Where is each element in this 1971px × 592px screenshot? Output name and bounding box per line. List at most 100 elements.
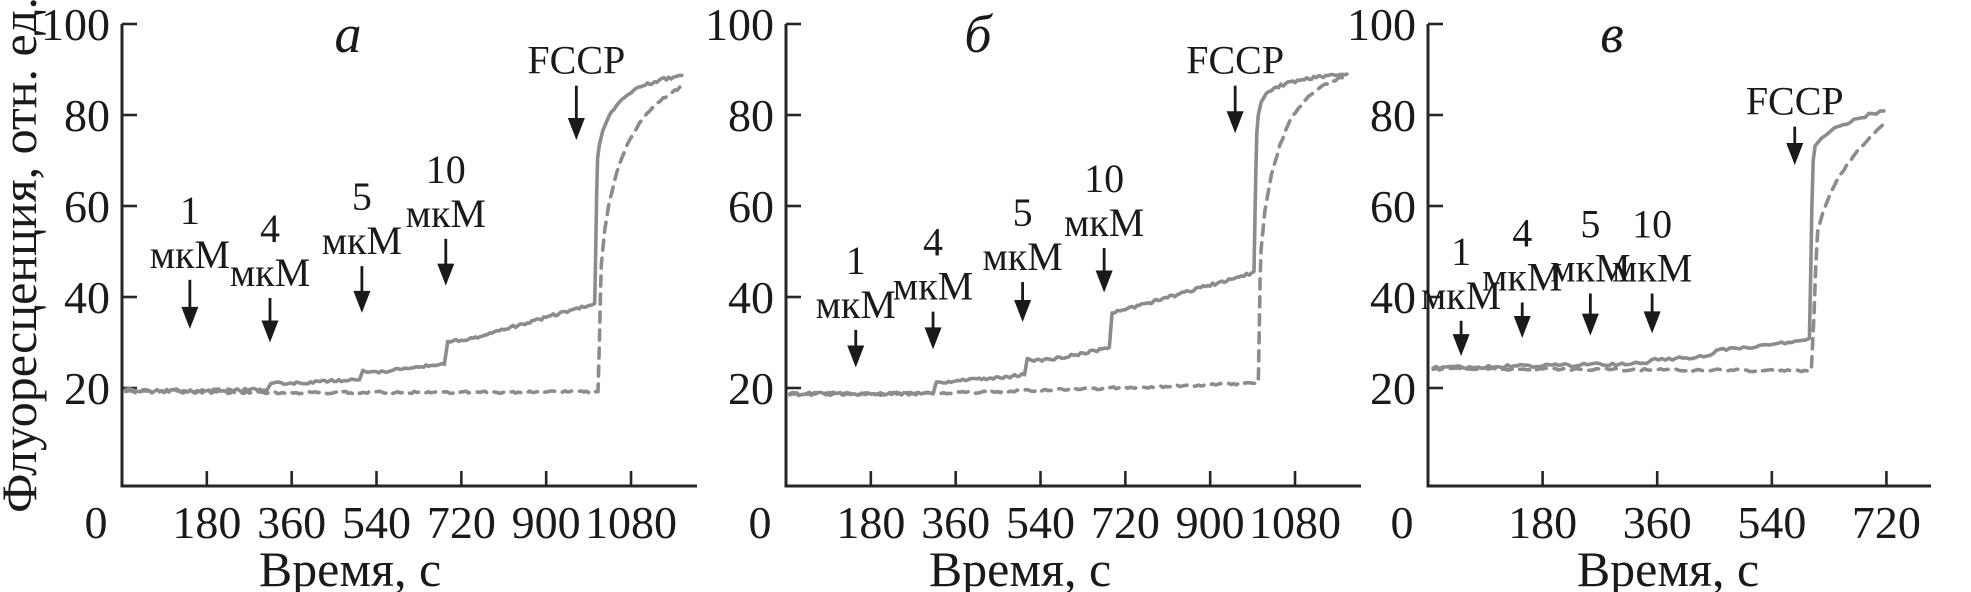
- y-tick-label: 40: [728, 272, 774, 323]
- x-tick-label: 0: [749, 497, 772, 548]
- annotation-label: мкМ: [230, 250, 310, 295]
- arrow-head-icon: [1014, 300, 1032, 323]
- y-tick-label: 20: [1370, 363, 1416, 414]
- panel-letter: а: [335, 4, 362, 64]
- y-tick-label: 100: [705, 0, 774, 50]
- arrow-head-icon: [261, 320, 279, 343]
- x-tick-label: 0: [85, 497, 108, 548]
- x-tick-label: 720: [1852, 497, 1921, 548]
- y-tick-label: 80: [728, 90, 774, 141]
- annotation-label: 1: [180, 188, 200, 233]
- arrow-head-icon: [1786, 143, 1804, 166]
- x-tick-label: 360: [921, 497, 990, 548]
- y-tick-label: 60: [64, 181, 110, 232]
- solid-trace: [124, 73, 684, 395]
- annotation-label: мкМ: [816, 282, 896, 327]
- panel-letter: б: [964, 4, 993, 64]
- arrow-head-icon: [181, 306, 199, 329]
- x-tick-label: 180: [172, 497, 241, 548]
- arrow-head-icon: [1513, 315, 1531, 338]
- arrow-head-icon: [924, 327, 942, 350]
- arrow-head-icon: [1581, 313, 1599, 336]
- annotation-label: 5: [1580, 201, 1600, 246]
- x-tick-label: 1080: [1249, 497, 1341, 548]
- y-axis-title: Флуоресценция, отн. ед.: [0, 0, 47, 513]
- y-tick-label: 40: [1370, 272, 1416, 323]
- solid-trace: [788, 72, 1349, 397]
- y-tick-group: 20 40 60 80 100: [41, 0, 137, 414]
- x-tick-label: 540: [1006, 497, 1075, 548]
- annotation-label: 1: [846, 238, 866, 283]
- y-tick-label: 60: [1370, 181, 1416, 232]
- y-tick-label: 100: [41, 0, 110, 50]
- annotation-label: мкМ: [1482, 255, 1562, 300]
- x-tick-label: 900: [512, 497, 581, 548]
- panel-a: 0 180 360 540 720 900 1080 20 40 60 80 100 а Время, с…: [41, 0, 697, 592]
- x-tick-label: 180: [836, 497, 905, 548]
- x-tick-label: 180: [1508, 497, 1577, 548]
- annotation-label: мкМ: [1421, 273, 1501, 318]
- arrow-head-icon: [1452, 334, 1470, 357]
- annotation-label: 4: [260, 206, 280, 251]
- annotation-label: FCCP: [1746, 79, 1844, 124]
- annotation-label: мкМ: [1612, 245, 1692, 290]
- annotation-label: мкМ: [1550, 245, 1630, 290]
- annotation-label: 10: [426, 147, 466, 192]
- x-tick-label: 720: [427, 497, 496, 548]
- annotation-label: мкМ: [150, 232, 230, 277]
- annotation-label: 10: [1084, 156, 1124, 201]
- annotation-label: 5: [352, 174, 372, 219]
- annotation-label: FCCP: [527, 38, 625, 83]
- x-tick-label: 540: [342, 497, 411, 548]
- y-tick-label: 100: [1347, 0, 1416, 50]
- annotation-label: 4: [1512, 211, 1532, 256]
- annotation-label: мкМ: [893, 264, 973, 309]
- x-tick-group: 0 180 360 540 720: [1391, 471, 1921, 548]
- arrow-head-icon: [1226, 111, 1244, 134]
- annotation-label: мкМ: [322, 218, 402, 263]
- x-tick-label: 360: [257, 497, 326, 548]
- solid-trace: [1431, 109, 1886, 371]
- annotation-label: FCCP: [1186, 38, 1284, 83]
- x-axis-title: Время, с: [929, 541, 1111, 592]
- annotation-label: мкМ: [982, 234, 1062, 279]
- annotation-fccp: FCCP: [527, 38, 625, 141]
- x-tick-label: 0: [1391, 497, 1414, 548]
- x-tick-label: 540: [1737, 497, 1806, 548]
- y-tick-label: 60: [728, 181, 774, 232]
- annotation-label: мкМ: [1064, 200, 1144, 245]
- x-axis-title: Время, с: [259, 541, 441, 592]
- dashed-trace: [1431, 120, 1887, 374]
- annotation-label: 4: [923, 220, 943, 265]
- arrow-head-icon: [847, 345, 865, 368]
- panel-b: 0 180 360 540 720 900 1080 20 40 60 80 100 б Время, с…: [705, 0, 1361, 592]
- y-tick-group: 20 40 60 80 100: [1347, 0, 1443, 414]
- y-tick-label: 20: [64, 363, 110, 414]
- panel-letter: в: [1600, 4, 1623, 64]
- arrow-head-icon: [1643, 311, 1661, 334]
- arrow-head-icon: [353, 290, 371, 313]
- annotation-fccp: FCCP: [1746, 79, 1844, 166]
- x-tick-group: 0 180 360 540 720 900 1080: [85, 471, 677, 548]
- y-tick-label: 80: [1370, 90, 1416, 141]
- x-tick-label: 900: [1176, 497, 1245, 548]
- arrow-head-icon: [567, 118, 585, 141]
- arrow-head-icon: [1095, 270, 1113, 293]
- y-tick-label: 20: [728, 363, 774, 414]
- annotation-label: 10: [1632, 201, 1672, 246]
- x-axis-title: Время, с: [1577, 541, 1759, 592]
